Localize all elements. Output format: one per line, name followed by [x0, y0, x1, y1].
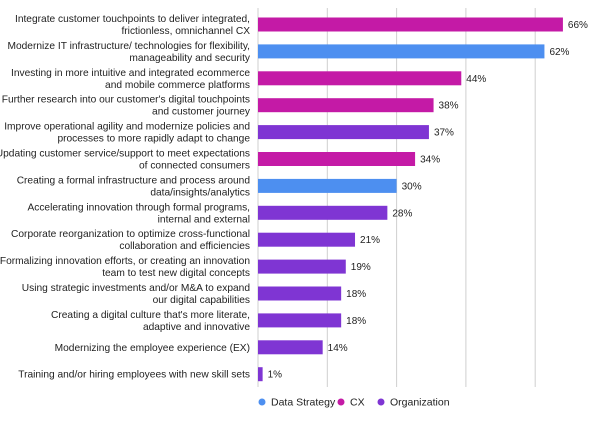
legend-marker	[258, 398, 266, 406]
category-label: our digital capabilities	[153, 295, 250, 306]
category-label: collaboration and efficiencies	[119, 241, 250, 252]
value-labels: 66% 62% 44% 38% 37% 34% 30% 28% 21% 19% 18% 18% 14% 1…	[268, 20, 588, 381]
legend-label: Data Strategy	[271, 397, 336, 409]
category-label: Training and/or hiring employees with ne…	[18, 370, 250, 381]
legend-marker	[377, 398, 385, 406]
category-labels: Integrate customer touchpoints to delive…	[0, 14, 251, 381]
value-label: 37%	[434, 128, 454, 139]
category-label: Modernizing the employee experience (EX)	[55, 343, 250, 354]
bars	[258, 17, 563, 382]
category-label: manageability and security	[129, 53, 251, 64]
category-label: team to test new digital concepts	[102, 268, 250, 279]
category-label: Creating a formal infrastructure and pro…	[17, 175, 251, 186]
category-label: Updating customer service/support to mee…	[0, 149, 250, 160]
bar	[258, 98, 434, 113]
value-label: 30%	[402, 181, 422, 192]
bar	[258, 313, 342, 328]
legend-label: Organization	[390, 397, 450, 409]
category-label: Improve operational agility and moderniz…	[4, 122, 250, 133]
value-label: 14%	[328, 343, 348, 354]
legend-marker	[337, 398, 345, 406]
legend: Data Strategy CX Organization	[258, 397, 450, 409]
category-label: processes to more rapidly adapt to chang…	[57, 134, 250, 145]
bar	[258, 286, 342, 301]
bar	[258, 125, 429, 140]
category-label: Investing in more intuitive and integrat…	[11, 68, 250, 79]
category-label: Formalizing innovation efforts, or creat…	[0, 256, 250, 267]
value-label: 19%	[351, 262, 371, 273]
bar	[258, 232, 356, 247]
category-label: Accelerating innovation through formal p…	[27, 202, 250, 213]
value-label: 18%	[346, 289, 366, 300]
category-label: data/insights/analytics	[150, 187, 250, 198]
bar	[258, 367, 263, 382]
bar	[258, 71, 462, 86]
bar	[258, 178, 397, 193]
legend-label: CX	[350, 397, 365, 409]
category-label: Further research into our customer's dig…	[2, 95, 250, 106]
bar	[258, 205, 388, 220]
value-label: 18%	[346, 316, 366, 327]
gridlines	[257, 8, 536, 387]
category-label: Corporate reorganization to optimize cro…	[11, 229, 250, 240]
category-label: of connected consumers	[139, 161, 250, 172]
bar	[258, 44, 545, 59]
value-label: 66%	[568, 20, 588, 31]
bar	[258, 259, 346, 274]
category-label: Modernize IT infrastructure/ technologie…	[7, 41, 250, 52]
value-label: 1%	[268, 370, 283, 381]
category-label: Using strategic investments and/or M&A t…	[22, 283, 251, 294]
category-label: frictionless, omnichannel CX	[121, 26, 250, 37]
category-label: and customer journey	[152, 107, 251, 118]
category-label: and mobile commerce platforms	[105, 80, 250, 91]
value-label: 21%	[360, 235, 380, 246]
category-label: Integrate customer touchpoints to delive…	[15, 14, 250, 25]
value-label: 38%	[439, 101, 459, 112]
value-label: 62%	[549, 47, 569, 58]
bar	[258, 340, 323, 355]
value-label: 28%	[392, 208, 412, 219]
category-label: adaptive and innovative	[143, 322, 250, 333]
bar	[258, 152, 416, 166]
bar	[258, 17, 563, 32]
category-label: internal and external	[158, 214, 250, 225]
category-label: Creating a digital culture that's more l…	[51, 310, 250, 321]
value-label: 34%	[420, 155, 440, 166]
value-label: 44%	[466, 74, 486, 85]
